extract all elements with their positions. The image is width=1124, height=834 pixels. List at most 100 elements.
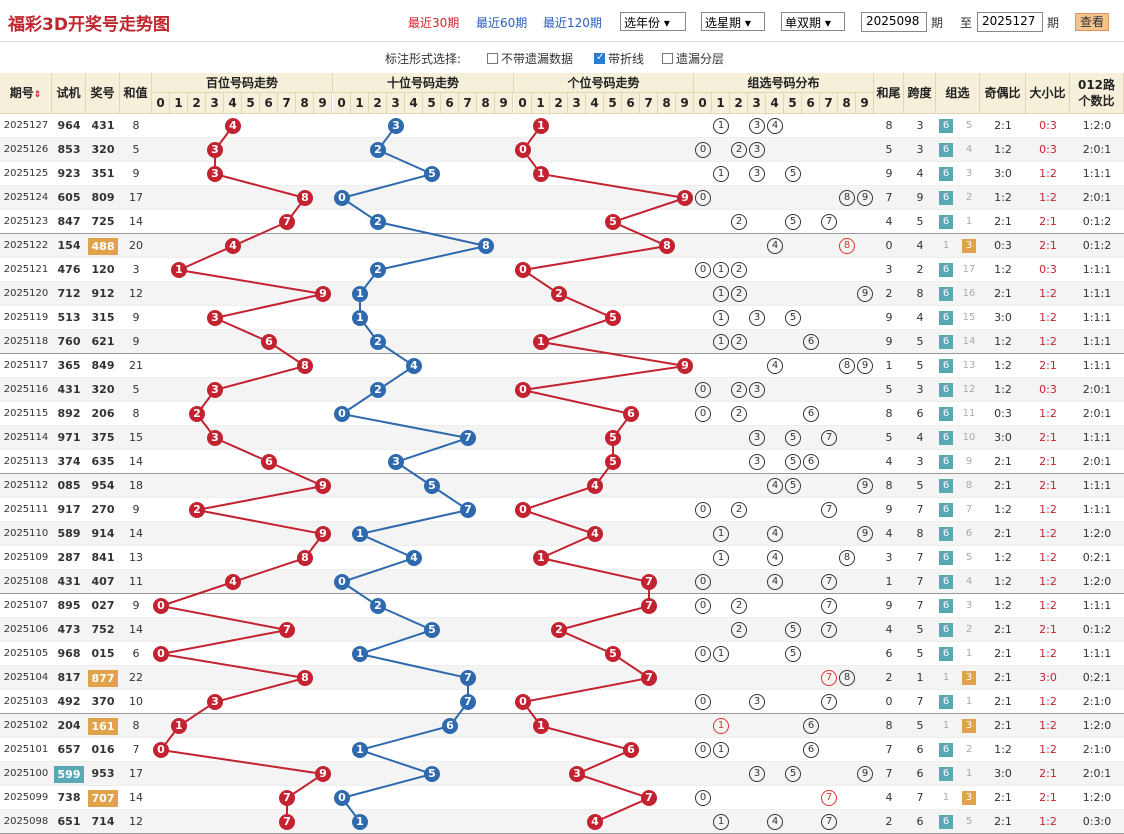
- sum-cell: 12: [129, 815, 143, 828]
- group-digit-circle: 4: [767, 118, 783, 134]
- prize-cell: 015: [91, 647, 115, 660]
- period-cell: 2025101: [3, 744, 49, 755]
- table-row: 2025100 599 953 17 9 5 3 3 5 9 7 6 6 1 3:0 2:1 2:0:1: [0, 762, 1124, 786]
- drawn-digit-ball: 9: [315, 766, 331, 782]
- period-label-2: 期: [1047, 16, 1060, 30]
- prize-cell: 912: [91, 287, 115, 300]
- group-digit-circle: 8: [839, 190, 855, 206]
- checkbox-icon[interactable]: [487, 53, 498, 64]
- link-recent-120[interactable]: 最近120期: [543, 16, 602, 30]
- group-digit-circle: 8: [839, 238, 855, 254]
- period-cell: 2025124: [3, 192, 49, 203]
- oddeven-cell: 2:1: [994, 695, 1012, 708]
- group-digit-circle: 1: [713, 286, 729, 302]
- drawn-digit-ball: 0: [515, 502, 531, 518]
- group-type-tag: 6: [939, 575, 953, 589]
- oddeven-cell: 0:3: [994, 239, 1012, 252]
- select-oddeven[interactable]: 单双期 ▾: [781, 12, 845, 31]
- group-missing-count: 4: [965, 576, 973, 587]
- trial-cell: 204: [57, 719, 81, 732]
- drawn-digit-ball: 7: [641, 598, 657, 614]
- digit-header: 3: [568, 93, 586, 114]
- group-digit-circle: 2: [731, 382, 747, 398]
- prize-cell: 714: [91, 815, 115, 828]
- drawn-digit-ball: 6: [623, 406, 639, 422]
- group-digit-circle: 4: [767, 550, 783, 566]
- option-layered[interactable]: 遗漏分层: [662, 50, 724, 67]
- group-missing-count: 1: [942, 240, 950, 251]
- sum-cell: 9: [132, 311, 140, 324]
- digit-header: 2: [369, 93, 387, 114]
- tail-cell: 6: [885, 647, 893, 660]
- drawn-digit-ball: 7: [641, 574, 657, 590]
- sum-cell: 8: [132, 407, 140, 420]
- group-missing-count: 1: [965, 696, 973, 707]
- sum-cell: 14: [129, 527, 143, 540]
- prize-cell: 635: [91, 455, 115, 468]
- bigsmall-cell: 1:2: [1039, 695, 1057, 708]
- oddeven-cell: 2:1: [994, 815, 1012, 828]
- sum-cell: 9: [132, 503, 140, 516]
- drawn-digit-ball: 1: [352, 742, 368, 758]
- drawn-digit-ball: 2: [370, 262, 386, 278]
- option-label: 不带遗漏数据: [501, 52, 574, 66]
- link-recent-30[interactable]: 最近30期: [408, 16, 460, 30]
- sort-icon[interactable]: ⇕: [33, 90, 42, 100]
- drawn-digit-ball: 7: [279, 790, 295, 806]
- oddeven-cell: 1:2: [994, 191, 1012, 204]
- drawn-digit-ball: 3: [207, 142, 223, 158]
- sum-cell: 7: [132, 743, 140, 756]
- query-button[interactable]: 查看: [1075, 13, 1110, 31]
- group-missing-count: 2: [965, 192, 973, 203]
- group-digit-circle: 5: [785, 646, 801, 662]
- to-period-input[interactable]: 2025127: [977, 12, 1043, 32]
- group-digit-circle: 4: [767, 358, 783, 374]
- from-period-input[interactable]: 2025098: [861, 12, 927, 32]
- option-no-missing[interactable]: 不带遗漏数据: [487, 50, 573, 67]
- select-weekday[interactable]: 选星期 ▾: [701, 12, 765, 31]
- oddeven-cell: 1:2: [994, 263, 1012, 276]
- bigsmall-cell: 0:3: [1039, 263, 1057, 276]
- oddeven-cell: 2:1: [994, 479, 1012, 492]
- group-type-tag: 6: [939, 287, 953, 301]
- trial-cell: 738: [57, 791, 81, 804]
- drawn-digit-ball: 1: [533, 550, 549, 566]
- group-type-tag: 6: [939, 767, 953, 781]
- group-type-tag: 6: [939, 647, 953, 661]
- group-type-tag: 6: [939, 335, 953, 349]
- col-period[interactable]: 期号⇕: [0, 73, 52, 114]
- group-digit-circle: 4: [767, 526, 783, 542]
- period-cell: 2025109: [3, 552, 49, 563]
- group-missing-count: 1: [942, 672, 950, 683]
- group-digit-circle: 5: [785, 622, 801, 638]
- drawn-digit-ball: 1: [533, 166, 549, 182]
- road-cell: 2:0:1: [1082, 407, 1112, 420]
- table-row: 2025125 923 351 9 3 5 1 1 3 5 9 4 6 3 3:0 1:2 1:1:1: [0, 162, 1124, 186]
- span-cell: 7: [916, 551, 924, 564]
- group-missing-count: 1: [942, 720, 950, 731]
- table-row: 2025107 895 027 9 0 2 7 0 2 7 9 7 6 3 1:2 1:2 1:1:1: [0, 594, 1124, 618]
- prize-cell: 752: [91, 623, 115, 636]
- digit-header: 8: [296, 93, 314, 114]
- drawn-digit-ball: 6: [261, 454, 277, 470]
- bigsmall-cell: 2:1: [1039, 767, 1057, 780]
- period-cell: 2025117: [3, 360, 49, 371]
- drawn-digit-ball: 7: [460, 430, 476, 446]
- select-year[interactable]: 选年份 ▾: [620, 12, 686, 31]
- digit-header: 3: [748, 93, 766, 114]
- prize-cell: 375: [91, 431, 115, 444]
- group-digit-circle: 7: [821, 430, 837, 446]
- oddeven-cell: 1:2: [994, 551, 1012, 564]
- group-digit-circle: 2: [731, 334, 747, 350]
- option-with-lines[interactable]: 带折线: [594, 50, 644, 67]
- checkbox-checked-icon[interactable]: [594, 52, 605, 64]
- link-recent-60[interactable]: 最近60期: [476, 16, 528, 30]
- group-digit-circle: 0: [695, 790, 711, 806]
- span-cell: 9: [916, 191, 924, 204]
- group-digit-circle: 8: [839, 550, 855, 566]
- checkbox-icon[interactable]: [662, 53, 673, 64]
- period-cell: 2025123: [3, 216, 49, 227]
- table-row: 2025112 085 954 18 9 5 4 4 5 9 8 5 6 8 2:1 2:1 1:1:1: [0, 474, 1124, 498]
- digit-header: 7: [820, 93, 838, 114]
- group-digit-circle: 2: [731, 406, 747, 422]
